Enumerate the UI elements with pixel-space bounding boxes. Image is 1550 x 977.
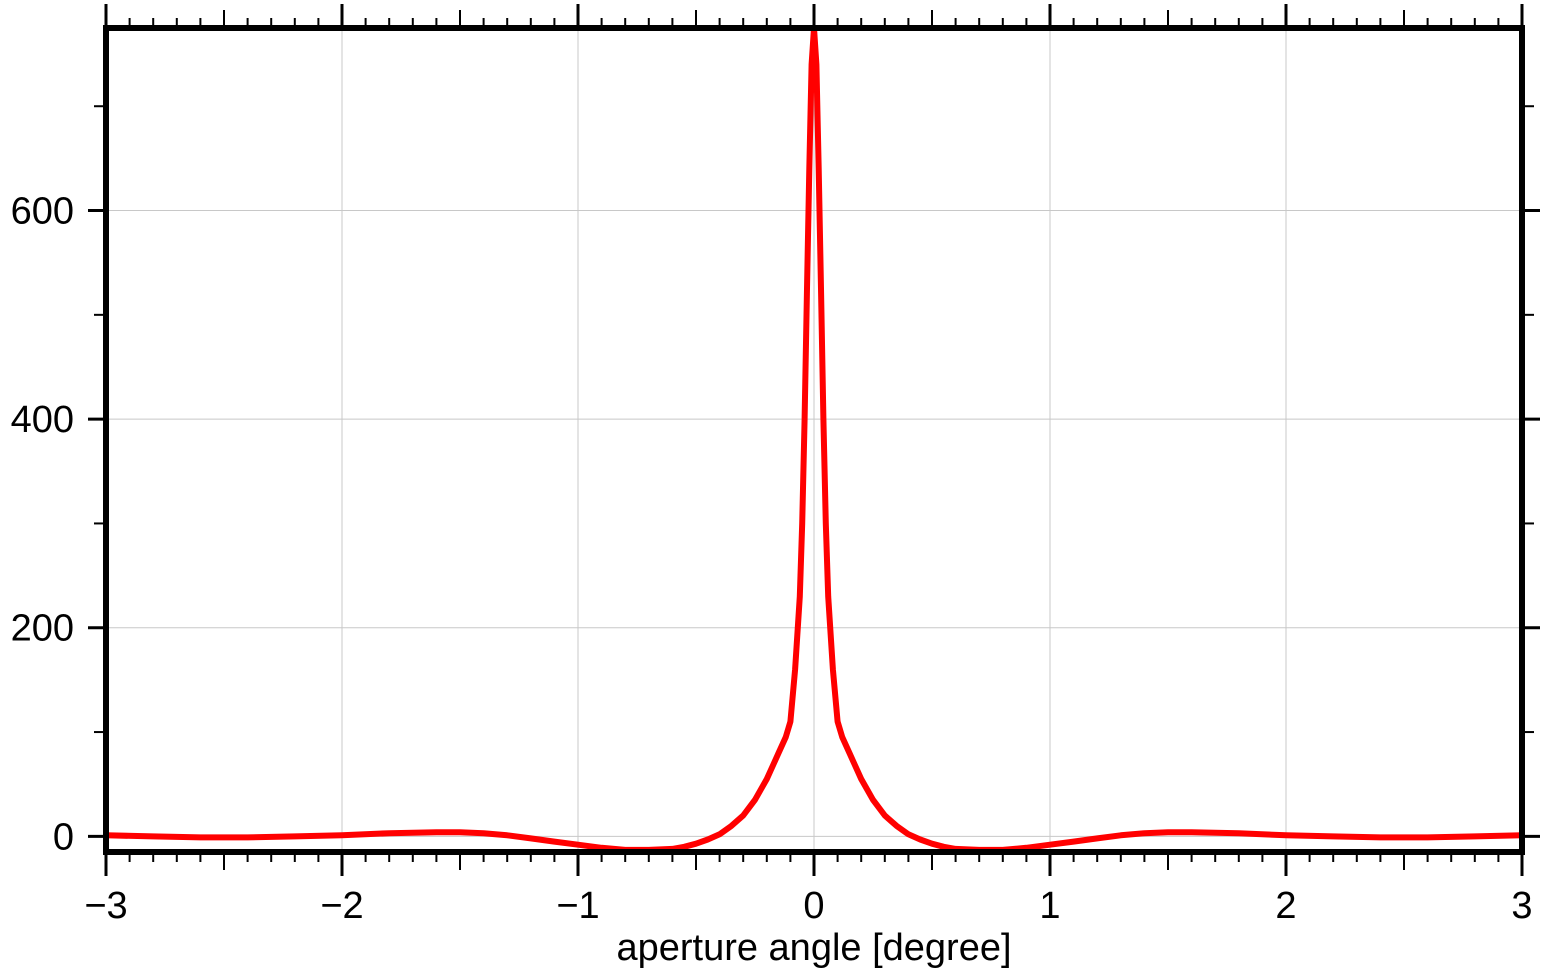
x-tick-label: −2 [320, 885, 363, 927]
x-tick-label: 2 [1275, 885, 1296, 927]
y-tick-label: 400 [11, 399, 74, 441]
x-tick-label: 1 [1039, 885, 1060, 927]
y-tick-label: 600 [11, 191, 74, 233]
y-tick-label: 0 [53, 816, 74, 858]
x-axis-title: aperture angle [degree] [616, 927, 1011, 969]
x-tick-label: 0 [803, 885, 824, 927]
x-tick-label: −1 [556, 885, 599, 927]
labels-layer: −3 −2 −1 0 1 2 3 0 200 400 600 [11, 191, 1533, 927]
y-tick-label: 200 [11, 608, 74, 650]
grid-layer [106, 28, 1522, 852]
x-tick-label: −3 [84, 885, 127, 927]
plot-frame [103, 25, 1525, 855]
x-tick-label: 3 [1511, 885, 1532, 927]
